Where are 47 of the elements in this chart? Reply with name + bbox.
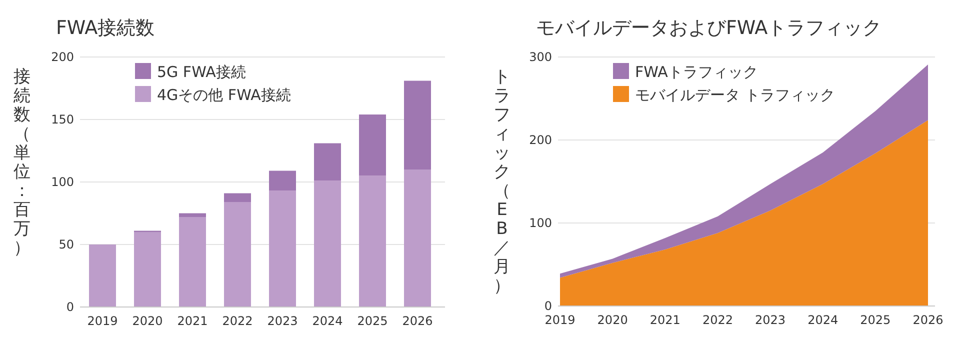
- x-tick-label: 2019: [87, 314, 118, 328]
- x-tick-label: 2022: [222, 314, 253, 328]
- y-tick-label: 50: [58, 238, 74, 252]
- x-tick-label: 2020: [132, 314, 163, 328]
- bar: [314, 180, 341, 307]
- chart-title: モバイルデータおよびFWAトラフィック: [536, 17, 882, 39]
- x-tick-label: 2023: [755, 313, 786, 327]
- chart-title: FWA接続数: [56, 17, 155, 39]
- legend-label: 5G FWA接続: [157, 63, 246, 81]
- y-tick-label: 200: [529, 133, 552, 147]
- bar: [404, 170, 431, 307]
- y-tick-label: 150: [51, 112, 74, 126]
- x-tick-label: 2024: [312, 314, 343, 328]
- x-tick-label: 2026: [912, 313, 944, 327]
- bar: [89, 244, 116, 307]
- bar: [269, 190, 296, 307]
- legend-label: モバイルデータ トラフィック: [635, 86, 835, 104]
- legend-label: 4Gその他 FWA接続: [157, 86, 291, 104]
- bar: [269, 170, 296, 191]
- y-tick-label: 300: [529, 50, 552, 64]
- bar: [179, 213, 206, 217]
- x-tick-label: 2020: [597, 313, 628, 327]
- bar: [404, 80, 431, 170]
- text: トラフィック（EB／月）: [494, 67, 510, 296]
- x-tick-label: 2025: [357, 314, 388, 328]
- y-tick-label: 100: [529, 216, 552, 230]
- x-tick-label: 2021: [650, 313, 680, 327]
- x-tick-label: 2024: [808, 313, 838, 327]
- x-tick-label: 2026: [402, 314, 433, 328]
- text: 接続数（単位：百万）: [14, 67, 30, 258]
- y-tick-label: 0: [544, 299, 552, 313]
- y-tick-label: 0: [66, 300, 74, 314]
- bar: [134, 232, 161, 307]
- x-tick-label: 2023: [267, 314, 298, 328]
- bar: [179, 217, 206, 307]
- bar: [224, 202, 251, 307]
- y-tick-label: 200: [51, 50, 74, 64]
- bar: [224, 193, 251, 202]
- x-tick-label: 2021: [177, 314, 208, 328]
- x-tick-label: 2025: [860, 313, 891, 327]
- legend-label: FWAトラフィック: [635, 63, 758, 81]
- bar: [359, 114, 386, 176]
- bar: [359, 176, 386, 307]
- bar: [314, 143, 341, 181]
- x-tick-label: 2022: [702, 313, 733, 327]
- x-tick-label: 2019: [544, 313, 576, 327]
- y-tick-label: 100: [51, 175, 74, 189]
